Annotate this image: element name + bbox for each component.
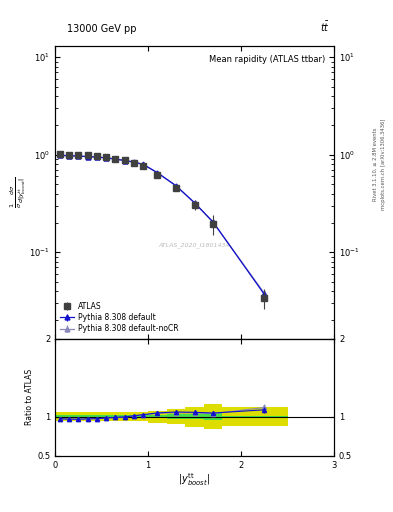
Y-axis label: Ratio to ATLAS: Ratio to ATLAS <box>25 369 34 425</box>
Text: $t\bar{t}$: $t\bar{t}$ <box>320 20 330 34</box>
Text: Rivet 3.1.10, ≥ 2.8M events: Rivet 3.1.10, ≥ 2.8M events <box>373 127 378 201</box>
Text: ATLAS_2020_I1801434: ATLAS_2020_I1801434 <box>159 242 230 248</box>
Text: Mean rapidity (ATLAS ttbar): Mean rapidity (ATLAS ttbar) <box>209 55 326 64</box>
X-axis label: $|y^\mathregular{tt}_{boost}|$: $|y^\mathregular{tt}_{boost}|$ <box>178 471 211 488</box>
Legend: ATLAS, Pythia 8.308 default, Pythia 8.308 default-noCR: ATLAS, Pythia 8.308 default, Pythia 8.30… <box>59 300 180 335</box>
Y-axis label: $\frac{1}{\sigma}\frac{d\sigma}{d|y^\mathregular{tt}_{boost}|}$: $\frac{1}{\sigma}\frac{d\sigma}{d|y^\mat… <box>9 177 28 208</box>
Text: mcplots.cern.ch [arXiv:1306.3436]: mcplots.cern.ch [arXiv:1306.3436] <box>381 118 386 209</box>
Text: 13000 GeV pp: 13000 GeV pp <box>67 24 136 34</box>
